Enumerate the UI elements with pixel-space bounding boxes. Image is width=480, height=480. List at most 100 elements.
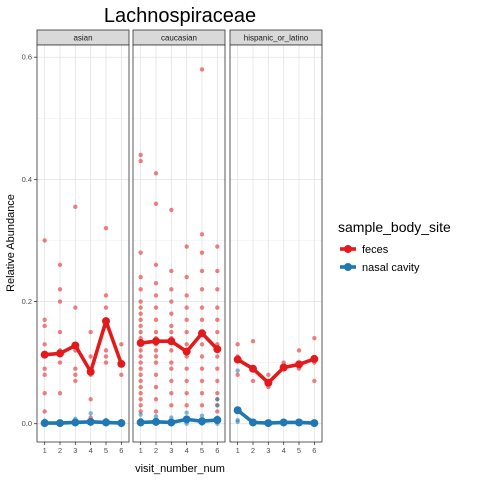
x-tick-label: 1	[236, 446, 240, 455]
data-point	[199, 354, 205, 359]
series-mean-point	[264, 378, 273, 387]
data-point	[138, 372, 143, 378]
data-point	[169, 366, 174, 371]
data-point	[57, 299, 63, 304]
data-point	[184, 317, 189, 323]
x-tick-label: 1	[139, 446, 143, 455]
data-point	[169, 268, 174, 274]
data-point	[73, 366, 78, 371]
data-point	[199, 378, 205, 384]
panel-border	[132, 44, 226, 443]
data-point	[138, 311, 143, 316]
data-point	[215, 287, 220, 292]
data-point	[138, 403, 143, 408]
x-tick-label: 4	[89, 446, 93, 455]
data-point	[215, 354, 220, 359]
legend-entry: nasal cavity	[340, 262, 420, 274]
data-point	[215, 317, 220, 323]
data-point	[215, 366, 220, 371]
data-point	[42, 323, 47, 329]
series-mean-point	[167, 418, 176, 427]
data-point	[199, 67, 205, 72]
data-point	[138, 360, 143, 365]
series-mean-point	[86, 367, 95, 376]
panel-background	[230, 45, 322, 442]
facet-strip-label: asian	[73, 34, 92, 43]
data-point	[184, 403, 189, 408]
data-point	[199, 250, 205, 255]
data-point	[153, 360, 159, 365]
data-point	[215, 397, 220, 402]
legend-swatch-point	[344, 263, 352, 271]
facet-panel: asian 1 2 3 4 5 6 0.0 0.2 0.4 0.6	[22, 29, 130, 455]
data-point	[199, 413, 205, 418]
data-point	[103, 226, 109, 231]
data-point	[184, 390, 189, 396]
series-mean-point	[279, 363, 288, 372]
data-point	[42, 238, 47, 243]
data-point	[73, 204, 78, 210]
data-point	[138, 390, 143, 396]
legend: sample_body_site feces nasal cavity	[338, 219, 451, 274]
data-point	[57, 329, 63, 335]
series-mean-point	[102, 317, 110, 326]
data-point	[153, 409, 159, 414]
data-point	[42, 372, 47, 378]
data-point	[153, 262, 159, 268]
data-point	[169, 323, 174, 329]
x-tick-label: 2	[154, 446, 158, 455]
series-mean-point	[198, 329, 206, 338]
data-point	[57, 287, 63, 292]
data-point	[138, 299, 143, 304]
x-tick-label: 3	[73, 446, 77, 455]
x-tick-label: 2	[251, 446, 255, 455]
x-tick-label: 5	[200, 446, 204, 455]
data-point	[138, 366, 143, 371]
data-point	[119, 342, 124, 347]
data-point	[215, 403, 220, 408]
data-point	[199, 390, 205, 396]
data-point	[169, 287, 174, 292]
data-point	[169, 311, 174, 316]
series-mean-point	[249, 364, 257, 373]
series-mean-point	[71, 341, 80, 350]
data-point	[199, 403, 205, 408]
data-point	[184, 293, 189, 298]
panel-border	[36, 44, 130, 443]
data-point	[73, 378, 78, 384]
series-mean-point	[310, 419, 319, 428]
data-point	[57, 262, 63, 268]
x-tick-label: 5	[104, 446, 108, 455]
data-point	[138, 250, 143, 255]
data-point	[184, 342, 189, 347]
data-point	[184, 329, 189, 335]
data-point	[184, 410, 189, 415]
data-point	[250, 339, 256, 344]
x-axis-label: visit_number_num	[135, 463, 225, 475]
x-tick-label: 1	[43, 446, 47, 455]
data-point	[215, 409, 220, 414]
data-point	[199, 287, 205, 292]
data-point	[153, 305, 159, 310]
panel-background	[133, 45, 225, 442]
x-tick-label: 6	[119, 446, 123, 455]
series-mean-point	[249, 418, 257, 427]
data-point	[153, 384, 159, 390]
legend-title: sample_body_site	[338, 219, 451, 235]
series-mean-point	[136, 418, 145, 427]
x-tick-label: 2	[58, 446, 62, 455]
y-tick-label: 0.0	[22, 419, 32, 428]
data-point	[138, 317, 143, 323]
legend-label: nasal cavity	[362, 262, 420, 274]
data-point	[153, 329, 159, 335]
data-point	[138, 152, 143, 158]
data-point	[138, 305, 143, 310]
x-tick-label: 3	[169, 446, 173, 455]
x-tick-label: 4	[185, 446, 189, 455]
data-point	[153, 348, 159, 353]
data-point	[153, 354, 159, 359]
data-point	[169, 207, 174, 213]
